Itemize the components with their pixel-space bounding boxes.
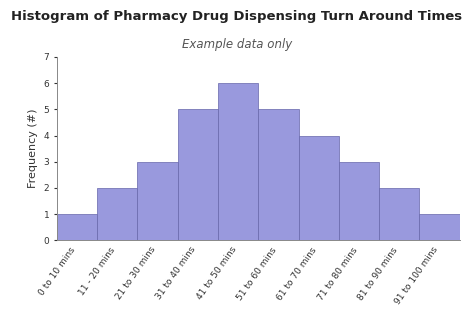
Bar [419, 214, 460, 240]
Text: Example data only: Example data only [182, 38, 292, 51]
Bar [137, 162, 178, 240]
Bar [379, 188, 419, 240]
Bar [57, 214, 97, 240]
Y-axis label: Frequency (#): Frequency (#) [28, 109, 38, 188]
Bar [339, 162, 379, 240]
Bar [299, 136, 339, 240]
Bar [258, 109, 299, 240]
Bar [178, 109, 218, 240]
Bar [218, 83, 258, 240]
Bar [97, 188, 137, 240]
Text: Histogram of Pharmacy Drug Dispensing Turn Around Times: Histogram of Pharmacy Drug Dispensing Tu… [11, 10, 463, 23]
